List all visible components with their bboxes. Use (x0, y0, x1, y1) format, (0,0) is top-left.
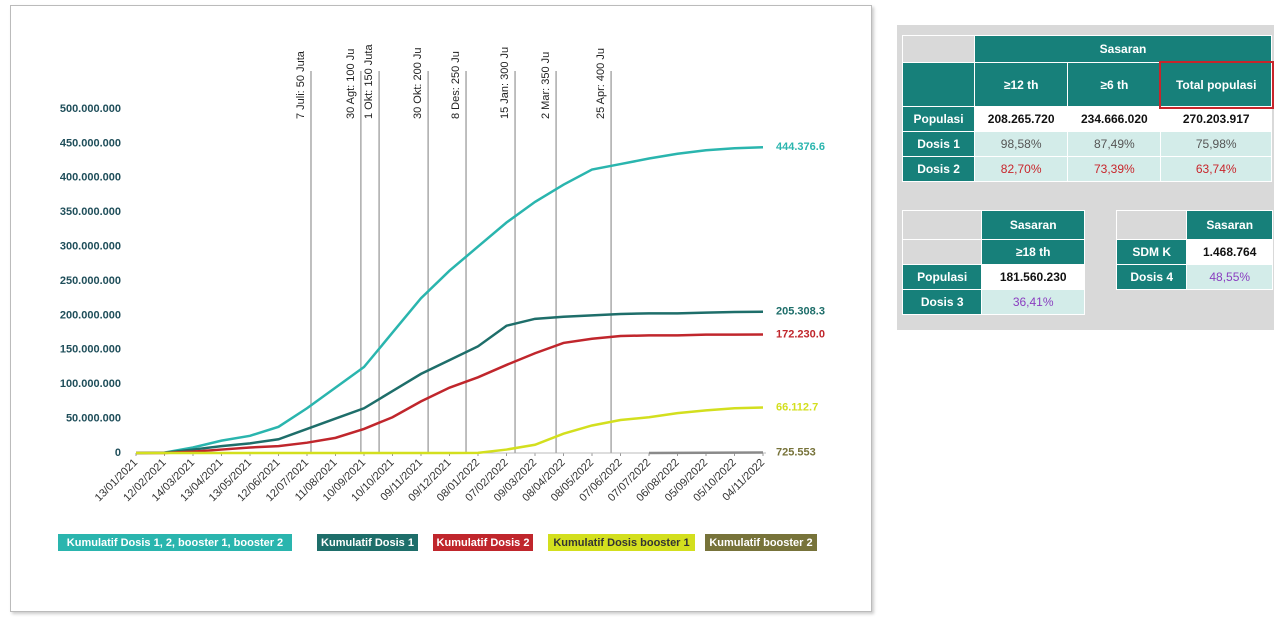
row-label: Dosis 2 (901, 156, 976, 182)
y-tick-label: 50.000.000 (66, 413, 121, 425)
target-table: Sasaran ≥12 th ≥6 th Total populasi Popula… (901, 35, 1274, 182)
end-label: 725.553 (776, 446, 816, 458)
annotation-text: 8 Des: 250 Ju (450, 51, 462, 119)
table-title: Sasaran (981, 210, 1085, 240)
row-label: Populasi (901, 264, 983, 290)
y-tick-label: 300.000.000 (60, 241, 121, 253)
legend-swatch (548, 534, 695, 551)
y-tick-label: 150.000.000 (60, 344, 121, 356)
end-label: 205.308.3 (776, 306, 825, 318)
series-line (135, 310, 764, 455)
legend-label: Kumulatif Dosis 1 (321, 537, 414, 549)
legend-swatch (705, 534, 817, 551)
legend-label: Kumulatif Dosis 2 (437, 537, 530, 549)
legend-swatch (317, 534, 418, 551)
target-panel: Sasaran ≥12 th ≥6 th Total populasi Popula… (897, 25, 1274, 330)
table-title: Sasaran (974, 35, 1272, 63)
cell: 75,98% (1160, 131, 1272, 157)
cell: 82,70% (974, 156, 1069, 182)
y-tick-label: 450.000.000 (60, 137, 121, 149)
cell: 48,55% (1186, 264, 1273, 290)
cell: 87,49% (1067, 131, 1162, 157)
chart: 0 50.000.000 100.000.000 150.000.000 200.000… (10, 5, 872, 612)
dose3-table: Sasaran ≥18 th Populasi 181.560.230 Dosis… (901, 210, 1085, 315)
cell: 234.666.020 (1067, 106, 1162, 132)
legend-swatch (58, 534, 292, 551)
annotation-text: 2 Mar: 350 Ju (540, 52, 552, 119)
row-label: Dosis 1 (901, 131, 976, 157)
row-label: Populasi (901, 106, 976, 132)
y-tick-label: 0 (115, 447, 121, 459)
y-tick-label: 400.000.000 (60, 172, 121, 184)
legend-label: Kumulatif booster 2 (709, 537, 812, 549)
y-tick-label: 500.000.000 (60, 103, 121, 115)
series-line (136, 333, 764, 455)
col-header: Total populasi (1158, 60, 1274, 109)
y-tick-label: 200.000.000 (60, 309, 121, 321)
cell: 181.560.230 (981, 264, 1085, 290)
legend-label: Kumulatif Dosis 1, 2, booster 1, booster… (67, 537, 283, 549)
cell: 36,41% (981, 289, 1085, 315)
annotation-text: 25 Apr: 400 Ju (595, 48, 607, 119)
cell: 98,58% (974, 131, 1069, 157)
cell: 1.468.764 (1186, 239, 1273, 265)
annotation-text: 30 Okt: 200 Ju (412, 47, 424, 119)
col-header: ≥18 th (981, 239, 1085, 265)
end-label: 444.376.6 (776, 141, 825, 153)
cell: 270.203.917 (1160, 106, 1272, 132)
table-title: Sasaran (1186, 210, 1273, 240)
legend-label: Kumulatif Dosis booster 1 (553, 537, 689, 549)
cell: 208.265.720 (974, 106, 1069, 132)
dose4-table: Sasaran SDM K 1.468.764 Dosis 4 48,55% (1115, 210, 1273, 290)
series-line (135, 146, 764, 455)
end-label: 172.230.0 (776, 328, 825, 340)
annotation-text: 15 Jan: 300 Ju (499, 47, 511, 119)
legend-swatch (433, 534, 533, 551)
row-label: Dosis 4 (1115, 264, 1188, 290)
row-label: Dosis 3 (901, 289, 983, 315)
y-tick-label: 350.000.000 (60, 206, 121, 218)
annotation-text: 30 Agt: 100 Ju (345, 49, 357, 119)
cell: 63,74% (1160, 156, 1272, 182)
annotation-text: 7 Juli: 50 Juta (295, 50, 307, 119)
series-line (136, 406, 764, 455)
cell: 73,39% (1067, 156, 1162, 182)
end-label: 66.112.7 (776, 401, 818, 413)
y-tick-label: 100.000.000 (60, 378, 121, 390)
col-header: ≥12 th (974, 62, 1069, 107)
y-tick-label: 250.000.000 (60, 275, 121, 287)
row-label: SDM K (1115, 239, 1188, 265)
col-header: ≥6 th (1067, 62, 1162, 107)
annotation-text: 1 Okt: 150 Juta (363, 44, 375, 119)
